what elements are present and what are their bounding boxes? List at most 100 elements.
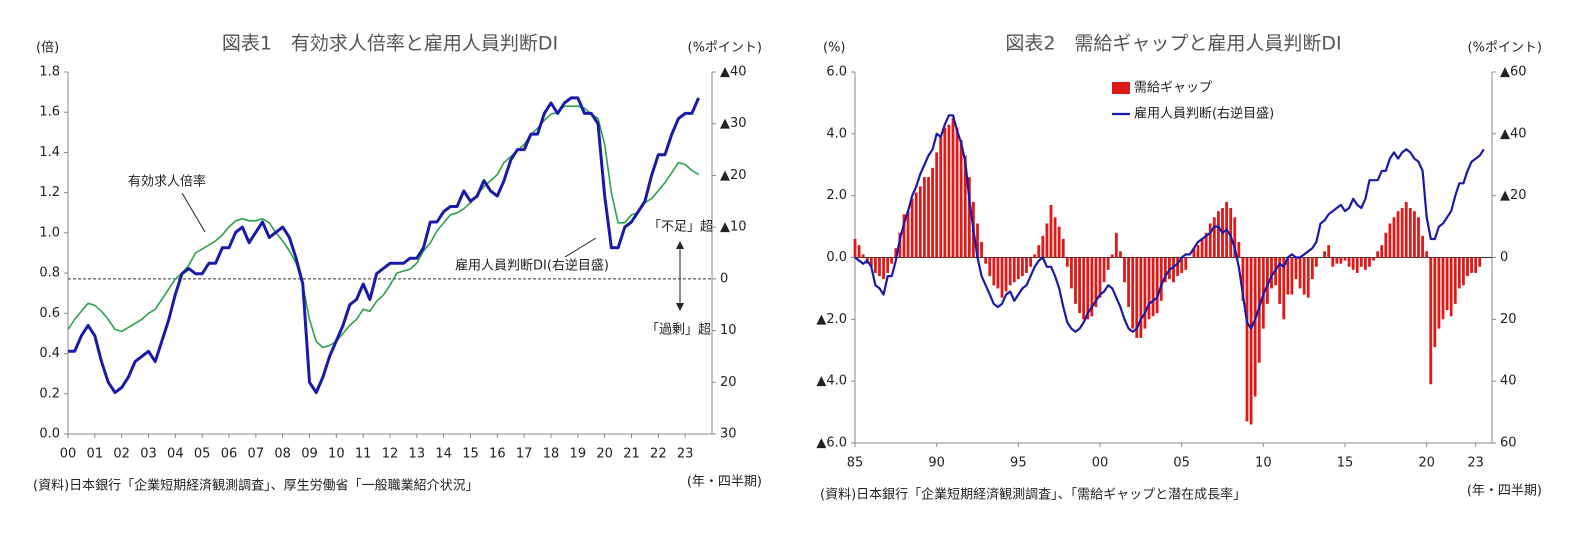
bar xyxy=(1453,257,1457,304)
bar xyxy=(857,245,861,258)
y2-tick-label: 40 xyxy=(1500,374,1517,389)
bar xyxy=(1474,257,1478,273)
legend-label: 雇用人員判断(右逆目盛) xyxy=(1134,106,1274,122)
bar xyxy=(1065,257,1069,267)
y-tick-label: 6.0 xyxy=(826,65,847,80)
x-tick-label: 15 xyxy=(462,447,479,462)
bar xyxy=(1413,211,1416,258)
bar xyxy=(1163,257,1167,283)
bar xyxy=(1151,257,1155,317)
bar xyxy=(1470,257,1473,273)
bar xyxy=(1343,257,1347,261)
legend-label: 需給ギャップ xyxy=(1134,81,1212,96)
y2-tick-label: ▲20 xyxy=(720,168,747,183)
bar xyxy=(947,124,951,258)
bar xyxy=(1094,257,1098,307)
y-tick-label: 1.6 xyxy=(39,105,60,120)
y-tick-label: 0.2 xyxy=(39,386,60,401)
bar xyxy=(1143,257,1147,329)
bar xyxy=(1245,257,1249,422)
bar xyxy=(1266,257,1269,304)
x-tick-label: 03 xyxy=(140,447,157,462)
annotation: 「過剰」超 xyxy=(646,323,711,338)
bar xyxy=(1376,251,1380,258)
bar xyxy=(861,254,865,258)
bar xyxy=(976,223,979,258)
x-tick-label: 85 xyxy=(847,456,864,471)
bar xyxy=(1286,257,1290,295)
bar xyxy=(1029,257,1032,267)
bar xyxy=(1372,257,1375,261)
bar xyxy=(959,140,963,258)
source: (資料)日本銀行「企業短期経済観測調査」、厚生労働省「一般職業紹介状況」 xyxy=(33,478,479,494)
bar xyxy=(902,214,906,258)
bar xyxy=(1347,257,1351,267)
bar xyxy=(1392,217,1396,258)
y-axis-label: (倍) xyxy=(36,41,59,56)
x-tick-label: 10 xyxy=(328,447,345,462)
arrows xyxy=(181,192,684,311)
bar xyxy=(1155,257,1159,314)
bar xyxy=(1114,232,1118,258)
bar xyxy=(1168,257,1171,280)
bar xyxy=(1388,223,1392,258)
x-tick-label: 17 xyxy=(516,447,533,462)
bar xyxy=(1037,245,1041,258)
bar xyxy=(1217,211,1220,258)
y2-tick-label: 30 xyxy=(720,427,737,442)
bar xyxy=(1290,257,1294,295)
y2-tick-label: ▲10 xyxy=(720,220,747,235)
bar xyxy=(890,257,894,264)
y-tick-label: ▲2.0 xyxy=(816,312,847,327)
bar xyxy=(882,257,885,280)
y-tick-label: 4.0 xyxy=(826,126,847,141)
y-tick-label: 0.8 xyxy=(39,266,60,281)
bar xyxy=(1359,257,1363,267)
bar xyxy=(1323,251,1326,258)
x-axis-label: (年・四半期) xyxy=(687,475,762,490)
bar xyxy=(1184,257,1188,270)
bar xyxy=(906,211,910,258)
bar xyxy=(1298,257,1302,289)
bar xyxy=(1147,257,1151,320)
bar xyxy=(1449,257,1453,317)
y-tick-label: 0.0 xyxy=(826,250,847,265)
bar xyxy=(1425,251,1429,258)
bar xyxy=(1041,235,1045,258)
annotation: 雇用人員判断DI(右逆目盛) xyxy=(455,258,609,274)
bar xyxy=(1233,217,1237,258)
bar xyxy=(1306,257,1310,298)
bar xyxy=(927,177,930,258)
bar xyxy=(1400,208,1404,258)
y2-tick-label: 20 xyxy=(1500,312,1517,327)
bar xyxy=(1139,257,1143,338)
bar xyxy=(1429,257,1433,385)
y2-tick-label: 60 xyxy=(1500,436,1517,451)
bar xyxy=(1208,223,1212,258)
bar xyxy=(1012,257,1016,283)
y2-axis-label: (%ポイント) xyxy=(688,41,763,56)
x-tick-label: 23 xyxy=(677,447,694,462)
y-tick-label: 0.0 xyxy=(39,427,60,442)
x-tick-label: 13 xyxy=(409,447,426,462)
bar xyxy=(1057,226,1061,258)
y2-tick-label: ▲20 xyxy=(1500,188,1527,203)
bar xyxy=(935,152,939,258)
bar xyxy=(1204,232,1208,258)
x-tick-label: 21 xyxy=(623,447,640,462)
bar xyxy=(1249,257,1253,425)
bar xyxy=(1241,257,1245,301)
annotation: 有効求人倍率 xyxy=(128,174,206,190)
bar xyxy=(1302,257,1306,295)
line xyxy=(68,96,700,395)
y2-tick-label: ▲30 xyxy=(720,116,747,131)
bar xyxy=(1294,257,1298,280)
bar xyxy=(984,257,988,264)
x-tick-label: 11 xyxy=(355,447,372,462)
bar xyxy=(1110,254,1114,258)
y2-tick-label: 10 xyxy=(720,323,737,338)
x-tick-label: 20 xyxy=(1418,456,1435,471)
bar xyxy=(1335,257,1339,264)
